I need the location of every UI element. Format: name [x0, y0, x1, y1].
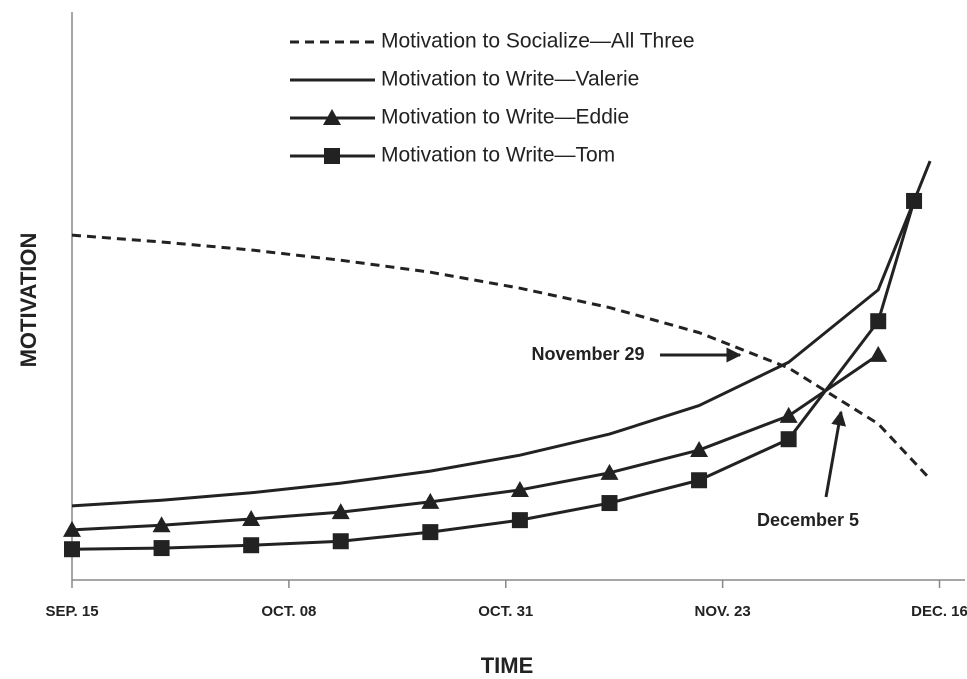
marker-square	[422, 524, 439, 541]
marker-triangle	[869, 345, 888, 362]
marker-square	[64, 541, 80, 558]
marker-square	[243, 537, 260, 554]
legend-label: Motivation to Write—Tom	[381, 144, 615, 167]
marker-triangle	[152, 516, 171, 533]
annotation: November 29	[531, 344, 644, 364]
marker-triangle	[242, 510, 261, 527]
legend-label: Motivation to Write—Valerie	[381, 68, 639, 91]
annotation-arrow	[824, 410, 847, 498]
marker-square	[780, 431, 797, 448]
x-tick-label: OCT. 08	[261, 603, 316, 620]
marker-square	[332, 533, 349, 550]
series-line	[71, 160, 932, 508]
marker-triangle	[63, 520, 81, 537]
marker-square	[324, 148, 340, 164]
annotation: December 5	[757, 510, 859, 530]
x-tick-label: DEC. 16	[911, 603, 967, 620]
marker-triangle	[323, 109, 341, 125]
series-line	[71, 353, 880, 532]
x-tick-label: NOV. 23	[695, 603, 751, 620]
marker-square	[870, 313, 887, 330]
series-line	[71, 233, 932, 481]
marker-triangle	[779, 406, 798, 423]
marker-square	[153, 540, 170, 557]
marker-triangle	[421, 492, 440, 509]
y-axis-title: MOTIVATION	[16, 233, 41, 368]
x-tick-label: OCT. 31	[478, 603, 533, 620]
marker-triangle	[331, 503, 350, 520]
marker-square	[906, 192, 923, 209]
x-axis-title: TIME	[481, 653, 534, 678]
legend-label: Motivation to Socialize—All Three	[381, 30, 695, 53]
marker-square	[691, 472, 708, 489]
marker-square	[511, 512, 528, 529]
marker-triangle	[600, 463, 619, 480]
legend-label: Motivation to Write—Eddie	[381, 106, 629, 129]
marker-triangle	[510, 480, 529, 497]
marker-triangle	[690, 441, 709, 458]
marker-square	[601, 495, 618, 512]
x-tick-label: SEP. 15	[45, 603, 98, 620]
